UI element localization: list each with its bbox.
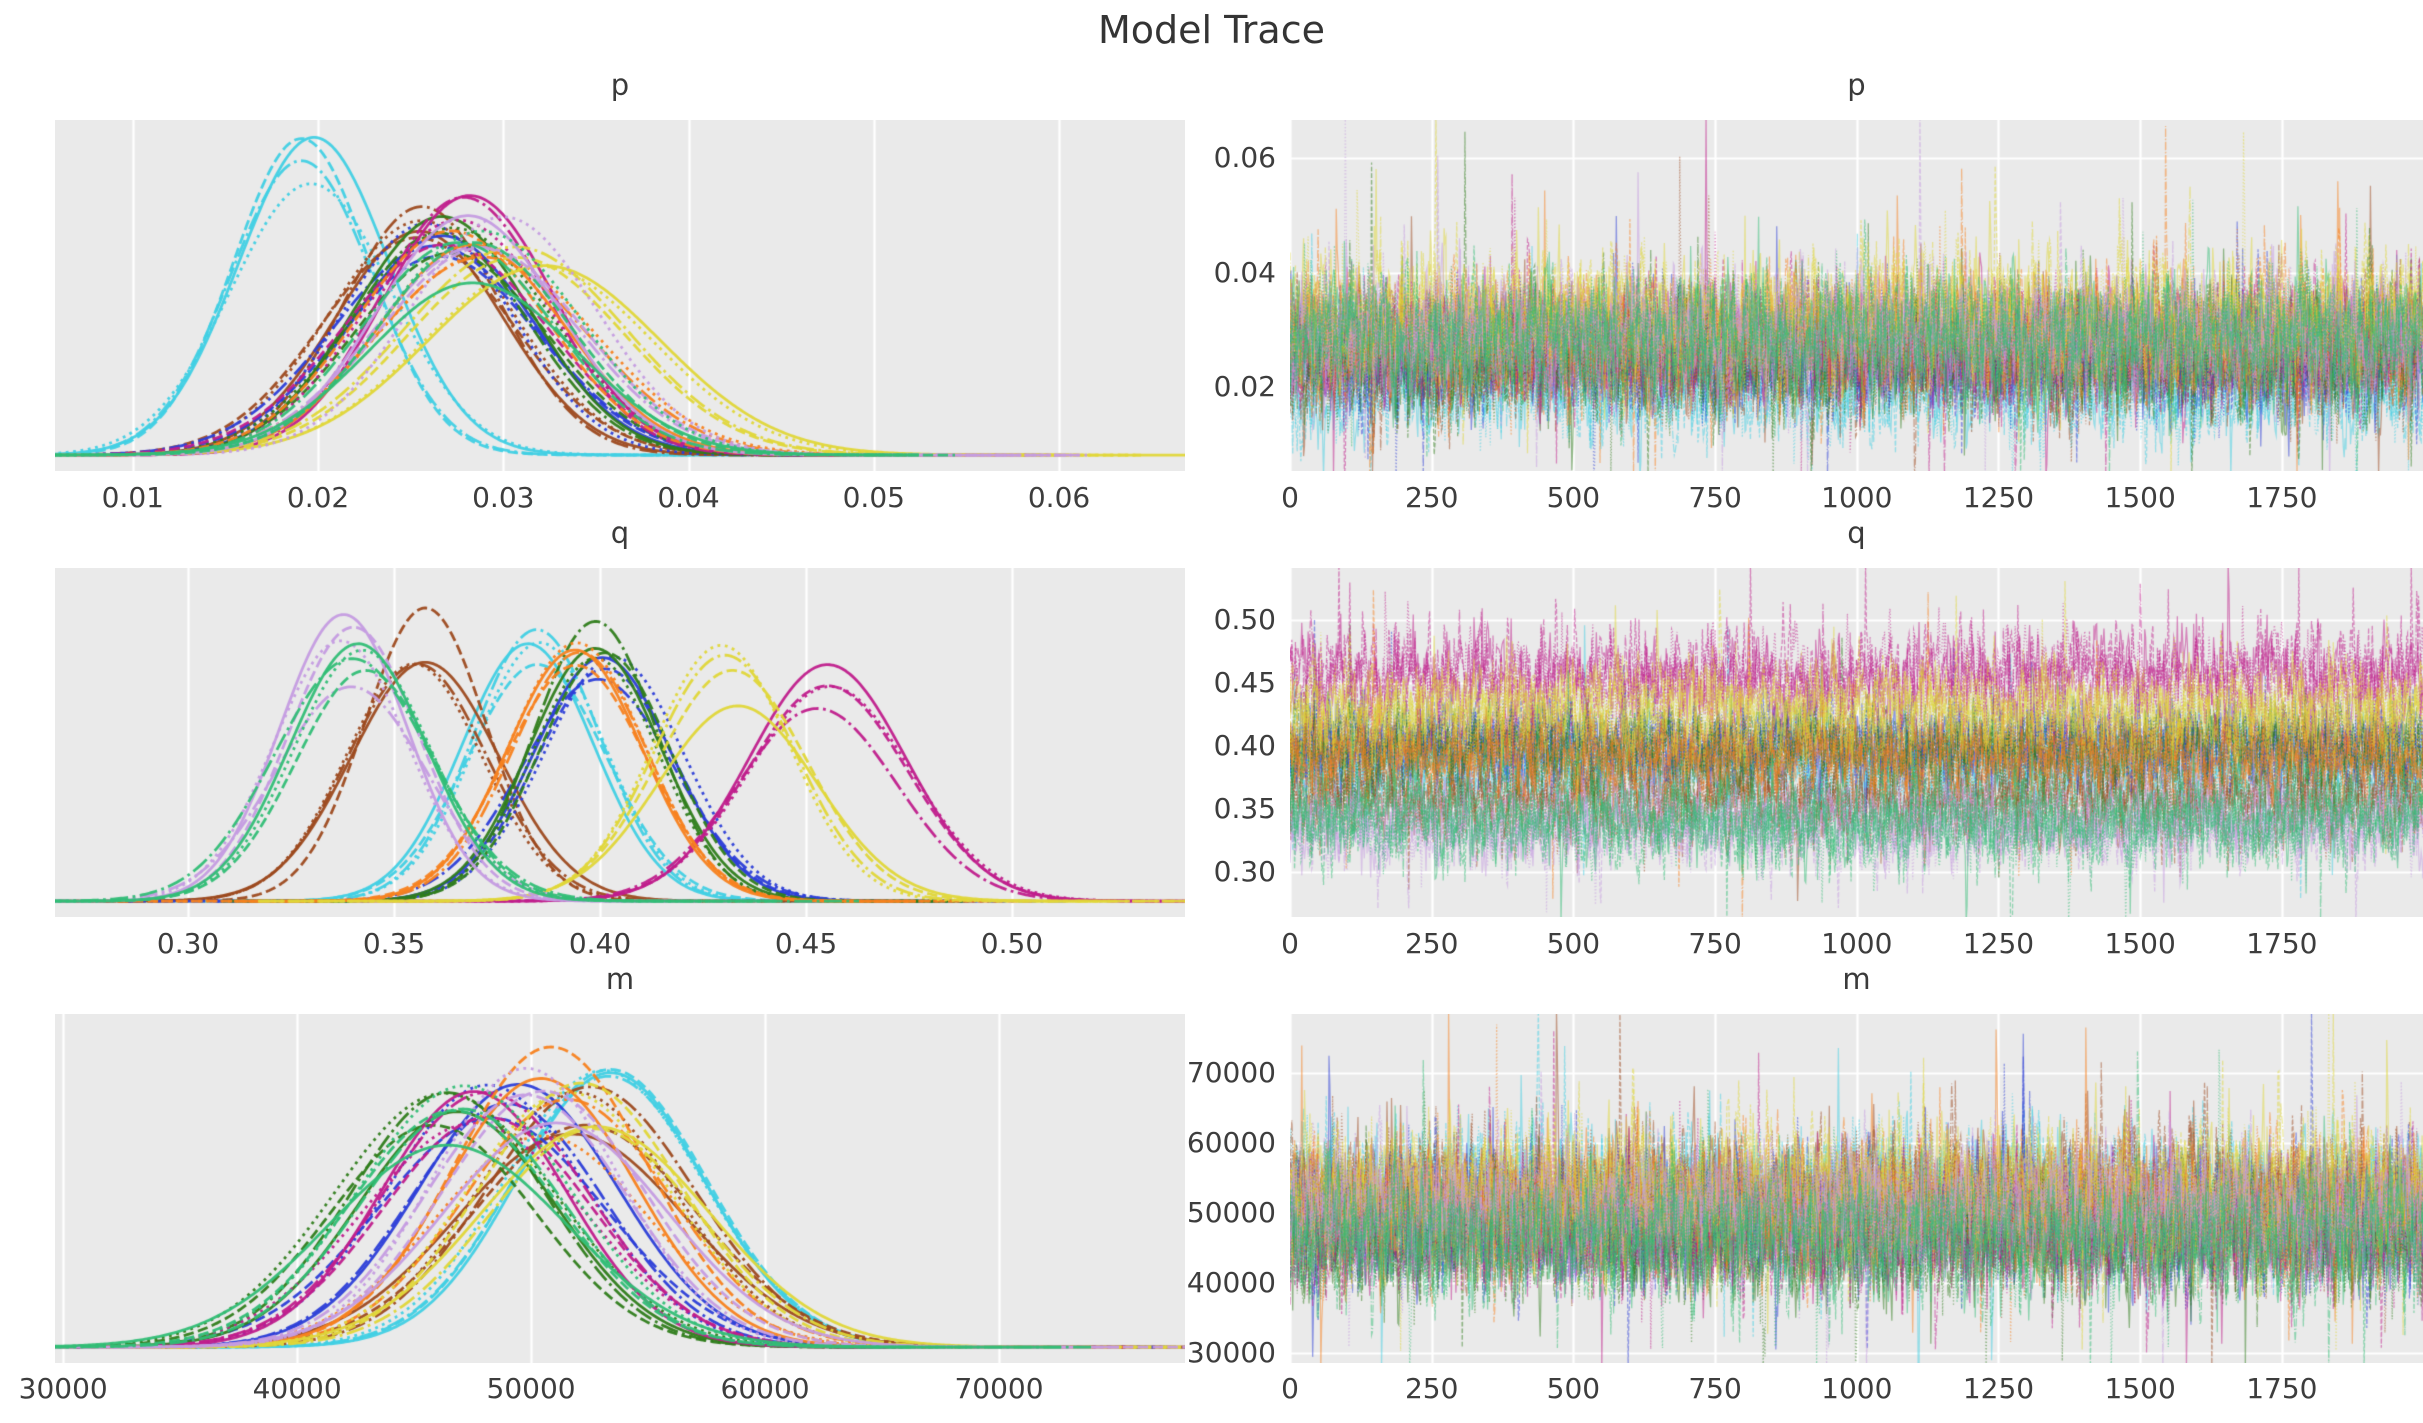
- y-tick-label-p-trace: 0.06: [1213, 140, 1276, 174]
- m-trace-canvas: [1290, 1014, 2423, 1363]
- y-tick-label-m-trace: 60000: [1186, 1126, 1276, 1159]
- x-tick-label-q-trace: 1500: [2104, 927, 2176, 960]
- x-tick-label-p-trace: 750: [1688, 481, 1742, 514]
- p-trace-canvas: [1290, 120, 2423, 471]
- x-tick-label-q-trace: 1750: [2246, 927, 2318, 960]
- m-posterior-canvas: [55, 1014, 1185, 1363]
- x-tick-label-p-posterior: 0.04: [657, 481, 720, 514]
- subplot-title-q-posterior: q: [610, 516, 630, 550]
- x-tick-label-q-posterior: 0.45: [774, 927, 838, 960]
- x-tick-label-q-trace: 1000: [1821, 927, 1893, 960]
- x-tick-label-q-posterior: 0.35: [362, 927, 426, 960]
- x-tick-label-p-posterior: 0.01: [101, 481, 164, 514]
- y-tick-label-m-trace: 70000: [1186, 1056, 1276, 1089]
- y-tick-label-m-trace: 30000: [1186, 1335, 1276, 1369]
- x-tick-label-m-posterior: 40000: [252, 1372, 342, 1405]
- x-tick-label-p-posterior: 0.03: [472, 481, 535, 514]
- subplot-title-m-posterior: m: [605, 962, 635, 996]
- x-tick-label-m-trace: 0: [1281, 1372, 1299, 1405]
- x-tick-label-m-posterior: 50000: [486, 1372, 576, 1405]
- x-tick-label-q-trace: 0: [1281, 927, 1299, 960]
- x-tick-label-p-trace: 1750: [2246, 481, 2318, 514]
- x-tick-label-p-trace: 0: [1281, 481, 1299, 514]
- y-tick-label-m-trace: 40000: [1186, 1265, 1276, 1299]
- subplot-title-m-trace: m: [1842, 962, 1871, 996]
- y-tick-label-p-trace: 0.04: [1213, 255, 1276, 289]
- y-tick-label-m-trace: 50000: [1186, 1195, 1276, 1229]
- x-tick-label-q-trace: 500: [1546, 927, 1601, 960]
- x-tick-label-m-trace: 1250: [1962, 1372, 2035, 1405]
- x-tick-label-m-posterior: 60000: [720, 1372, 810, 1405]
- x-tick-label-p-posterior: 0.05: [842, 481, 905, 514]
- y-tick-label-q-trace: 0.50: [1213, 603, 1276, 637]
- y-tick-label-q-trace: 0.30: [1213, 855, 1276, 889]
- y-tick-label-q-trace: 0.45: [1213, 666, 1276, 700]
- q-posterior-canvas: [55, 568, 1185, 917]
- x-tick-label-p-trace: 250: [1404, 481, 1459, 514]
- x-tick-label-q-trace: 750: [1688, 927, 1742, 960]
- x-tick-label-m-trace: 500: [1546, 1372, 1601, 1405]
- y-tick-label-q-trace: 0.40: [1213, 729, 1276, 763]
- x-tick-label-p-posterior: 0.06: [1027, 481, 1091, 514]
- x-tick-label-q-posterior: 0.50: [980, 927, 1044, 960]
- x-tick-label-m-trace: 750: [1688, 1372, 1742, 1405]
- x-tick-label-p-trace: 500: [1546, 481, 1601, 514]
- x-tick-label-m-trace: 1000: [1821, 1372, 1893, 1405]
- x-tick-label-q-trace: 1250: [1962, 927, 2035, 960]
- subplot-title-p-posterior: p: [610, 68, 630, 102]
- y-tick-label-q-trace: 0.35: [1213, 792, 1276, 826]
- x-tick-label-p-posterior: 0.02: [286, 481, 350, 514]
- x-tick-label-p-trace: 1250: [1962, 481, 2035, 514]
- q-trace-canvas: [1290, 568, 2423, 917]
- y-tick-label-p-trace: 0.02: [1213, 370, 1276, 404]
- x-tick-label-m-posterior: 30000: [18, 1372, 108, 1405]
- subplot-title-p-trace: p: [1847, 68, 1866, 102]
- x-tick-label-m-posterior: 70000: [954, 1372, 1044, 1405]
- x-tick-label-q-posterior: 0.40: [568, 927, 632, 960]
- figure-title: Model Trace: [1098, 8, 1325, 52]
- x-tick-label-q-posterior: 0.30: [156, 927, 220, 960]
- subplot-title-q-trace: q: [1847, 516, 1866, 550]
- x-tick-label-p-trace: 1000: [1821, 481, 1893, 514]
- x-tick-label-m-trace: 1750: [2246, 1372, 2318, 1405]
- x-tick-label-q-trace: 250: [1404, 927, 1459, 960]
- p-posterior-canvas: [55, 120, 1185, 471]
- x-tick-label-m-trace: 1500: [2104, 1372, 2176, 1405]
- x-tick-label-p-trace: 1500: [2104, 481, 2176, 514]
- x-tick-label-m-trace: 250: [1404, 1372, 1459, 1405]
